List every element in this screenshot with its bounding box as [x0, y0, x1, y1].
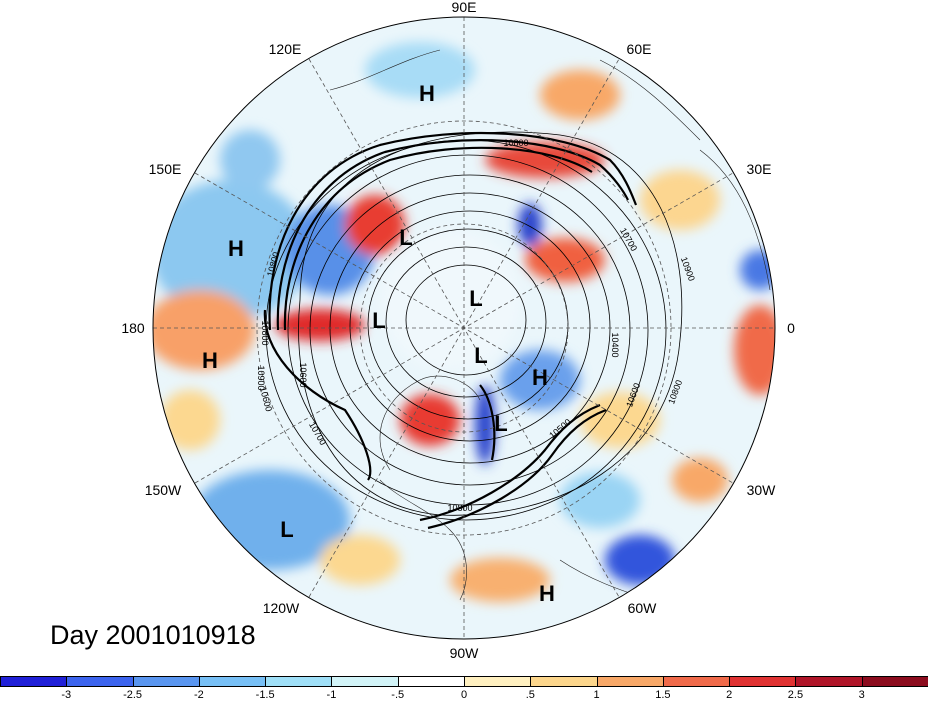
- colorbar-tick-label: -1.5: [255, 689, 275, 701]
- colorbar-tick-label: -1: [326, 689, 337, 701]
- colorbar-swatch: [397, 676, 465, 687]
- colorbar-tick-label: -2: [193, 689, 204, 701]
- lon-label-0: 0: [787, 320, 795, 336]
- colorbar-tick-label: .5: [525, 689, 535, 701]
- colorbar-swatch: [0, 676, 68, 687]
- colorbar-swatch: [729, 676, 797, 687]
- lon-label-150e: 150E: [149, 161, 182, 177]
- contour-label: 10600: [298, 362, 308, 387]
- map-border: [152, 16, 776, 640]
- colorbar-tick-label: 2.5: [787, 689, 804, 701]
- jet-contours: [263, 131, 638, 530]
- day-title: Day 2001010918: [50, 620, 256, 650]
- lon-label-120e: 120E: [269, 41, 302, 57]
- lon-label-150w: 150W: [145, 482, 182, 498]
- colorbar-swatch: [861, 676, 928, 687]
- colorbar-swatch: [66, 676, 134, 687]
- colorbar-swatch: [265, 676, 333, 687]
- high-center: H: [202, 348, 218, 373]
- colorbar-tick-label: -2.5: [123, 689, 143, 701]
- colorbar-tick-label: 0: [460, 689, 468, 701]
- colorbar-swatch: [662, 676, 731, 687]
- colorbar-swatch: [530, 676, 598, 687]
- colorbar-tick-label: 1.5: [655, 689, 671, 701]
- lon-label-30e: 30E: [747, 161, 772, 177]
- low-center: L: [469, 286, 482, 311]
- low-center: L: [280, 517, 293, 542]
- low-center: L: [494, 411, 507, 436]
- polar-map: 90E 60E 30E 0 30W 60W 90W 120W 150W 180 …: [121, 0, 795, 661]
- colorbar-swatch: [795, 676, 863, 687]
- low-center: L: [399, 225, 412, 250]
- colorbar-swatch: [132, 676, 200, 687]
- graticule: [153, 17, 775, 639]
- colorbar-tick-label: -.5: [391, 689, 405, 701]
- lon-label-60w: 60W: [628, 600, 658, 616]
- colorbar-swatch: [331, 676, 399, 687]
- colorbar-tick-label: 3: [858, 689, 865, 701]
- lon-label-90e: 90E: [452, 0, 477, 15]
- colorbar-tick-label: -3: [61, 689, 72, 701]
- colorbar-swatch: [464, 676, 532, 687]
- contour-label: 10800: [503, 138, 528, 148]
- lon-label-120w: 120W: [263, 600, 300, 616]
- colorbar-swatch: [198, 676, 267, 687]
- low-center: L: [474, 343, 487, 368]
- lon-label-30w: 30W: [747, 482, 777, 498]
- contour-label: 10800: [260, 320, 270, 345]
- contour-label: 10900: [256, 365, 266, 390]
- colorbar-tick-label: 1: [593, 689, 600, 701]
- high-center: H: [539, 581, 555, 606]
- colorbar-swatch: [596, 676, 664, 687]
- high-center: H: [228, 236, 244, 261]
- low-center: L: [372, 308, 385, 333]
- high-center: H: [532, 365, 548, 390]
- lon-label-90w: 90W: [450, 645, 480, 661]
- colorbar: -3 -2.5 -2 -1.5 -1 -.5 0 .5 1 1.5 2 2.5 3: [0, 676, 928, 702]
- pressure-centers: H L H L L L L L H L H L H: [202, 81, 555, 606]
- contour-label: 10800: [447, 503, 472, 513]
- anomaly-field: [153, 17, 775, 639]
- longitude-labels: 90E 60E 30E 0 30W 60W 90W 120W 150W 180 …: [121, 0, 795, 661]
- contour-label: 10400: [610, 332, 620, 357]
- colorbar-tick-label: 2: [726, 689, 733, 701]
- lon-label-180: 180: [121, 320, 145, 336]
- high-center: H: [419, 81, 435, 106]
- lon-label-60e: 60E: [627, 41, 652, 57]
